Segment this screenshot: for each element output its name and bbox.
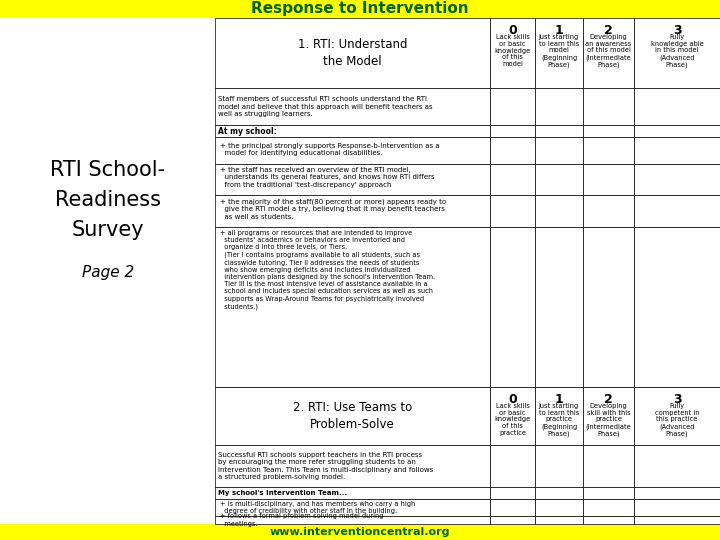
Bar	[535, 125, 583, 137]
Bar	[535, 164, 583, 195]
Bar	[535, 387, 583, 445]
Bar	[490, 387, 535, 445]
Text: 3: 3	[672, 24, 681, 37]
Bar	[215, 499, 490, 516]
Text: At my school:: At my school:	[218, 126, 276, 136]
Bar	[634, 137, 720, 164]
Bar	[583, 195, 634, 227]
Bar	[583, 227, 634, 387]
Text: 1: 1	[554, 24, 563, 37]
Text: 2. RTI: Use Teams to
Problem-Solve: 2. RTI: Use Teams to Problem-Solve	[293, 401, 412, 431]
Bar	[215, 227, 490, 387]
Bar	[583, 137, 634, 164]
Text: Staff members of successful RTI schools understand the RTI
model and believe tha: Staff members of successful RTI schools …	[218, 96, 433, 117]
Text: + the principal strongly supports Response-b-Intervention as a
  model for ident: + the principal strongly supports Respon…	[220, 143, 440, 156]
Text: Lack skills
or basic
knowledge
of this
model: Lack skills or basic knowledge of this m…	[495, 34, 531, 67]
Bar	[535, 499, 583, 516]
Text: Lack skills
or basic
knowledge
of this
practice: Lack skills or basic knowledge of this p…	[495, 403, 531, 436]
Bar	[0, 524, 720, 540]
Bar	[490, 445, 535, 487]
Text: 1: 1	[554, 393, 563, 406]
Text: Developing
an awareness
of this model
(Intermediate
Phase): Developing an awareness of this model (I…	[585, 34, 631, 68]
Text: Developing
skill with this
practice
(Intermediate
Phase): Developing skill with this practice (Int…	[585, 403, 631, 437]
Text: + is multi-disciplinary, and has members who carry a high
  degree of credibilit: + is multi-disciplinary, and has members…	[220, 501, 415, 514]
Bar	[634, 487, 720, 499]
Bar	[583, 164, 634, 195]
Bar	[490, 164, 535, 195]
Bar	[583, 487, 634, 499]
Bar	[490, 125, 535, 137]
Text: Response to Intervention: Response to Intervention	[251, 2, 469, 17]
Text: www.interventioncentral.org: www.interventioncentral.org	[270, 527, 450, 537]
Bar	[490, 88, 535, 125]
Text: Readiness: Readiness	[55, 190, 161, 210]
Bar	[535, 487, 583, 499]
Bar	[215, 125, 490, 137]
Bar	[535, 516, 583, 524]
Bar	[535, 227, 583, 387]
Bar	[634, 387, 720, 445]
Bar	[535, 445, 583, 487]
Bar	[583, 88, 634, 125]
Text: 1. RTI: Understand
the Model: 1. RTI: Understand the Model	[298, 38, 408, 68]
Text: 0: 0	[508, 393, 517, 406]
Bar	[634, 227, 720, 387]
Text: 3: 3	[672, 393, 681, 406]
Bar	[634, 164, 720, 195]
Bar	[634, 445, 720, 487]
Bar	[490, 195, 535, 227]
Bar	[634, 516, 720, 524]
Text: + the majority of the staff(80 percent or more) appears ready to
  give the RTI : + the majority of the staff(80 percent o…	[220, 198, 446, 220]
Bar	[535, 195, 583, 227]
Text: + the staff has received an overview of the RTI model,
  understands its general: + the staff has received an overview of …	[220, 167, 435, 188]
Bar	[535, 88, 583, 125]
Bar	[535, 18, 583, 88]
Bar	[634, 18, 720, 88]
Bar	[634, 195, 720, 227]
Bar	[490, 499, 535, 516]
Bar	[583, 445, 634, 487]
Bar	[490, 227, 535, 387]
Bar	[634, 88, 720, 125]
Bar	[215, 487, 490, 499]
Text: Survey: Survey	[72, 220, 144, 240]
Text: RTI School-: RTI School-	[50, 160, 166, 180]
Bar	[215, 387, 490, 445]
Bar	[215, 516, 490, 524]
Bar	[583, 18, 634, 88]
Text: My school's Intervention Team...: My school's Intervention Team...	[218, 490, 347, 496]
Bar	[490, 137, 535, 164]
Text: Page 2: Page 2	[82, 265, 134, 280]
Text: Just starting
to learn this
model
(Beginning
Phase): Just starting to learn this model (Begin…	[539, 34, 579, 68]
Text: Fully
knowledge able
in this model
(Advanced
Phase): Fully knowledge able in this model (Adva…	[651, 34, 703, 68]
Bar	[215, 195, 490, 227]
Bar	[583, 387, 634, 445]
Text: 2: 2	[604, 393, 613, 406]
Bar	[583, 499, 634, 516]
Bar	[215, 137, 490, 164]
Text: Successful RTI schools support teachers in the RTI process
by encouraging the mo: Successful RTI schools support teachers …	[218, 452, 433, 480]
Text: + follows a formal problem-solving model during
  meetings.: + follows a formal problem-solving model…	[220, 513, 384, 526]
Bar	[215, 445, 490, 487]
Bar	[490, 487, 535, 499]
Bar	[583, 516, 634, 524]
Bar	[215, 18, 490, 88]
Text: Fully
competent in
this practice
(Advanced
Phase): Fully competent in this practice (Advanc…	[654, 403, 699, 437]
Bar	[215, 88, 490, 125]
Bar	[490, 516, 535, 524]
Bar	[490, 18, 535, 88]
Bar	[634, 499, 720, 516]
Text: 0: 0	[508, 24, 517, 37]
Bar	[0, 0, 720, 18]
Bar	[583, 125, 634, 137]
Bar	[535, 137, 583, 164]
Bar	[634, 125, 720, 137]
Text: Just starting
to learn this
practice
(Beginning
Phase): Just starting to learn this practice (Be…	[539, 403, 579, 437]
Bar	[215, 164, 490, 195]
Text: + all programs or resources that are intended to improve
  students' academics o: + all programs or resources that are int…	[220, 230, 435, 309]
Text: 2: 2	[604, 24, 613, 37]
